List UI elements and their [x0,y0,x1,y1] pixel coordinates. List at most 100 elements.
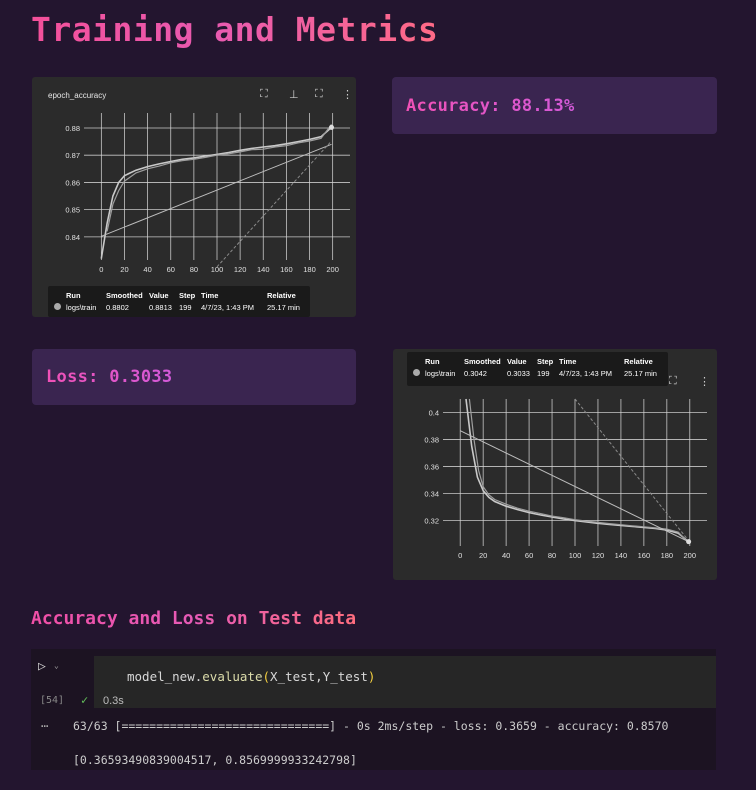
code-editor[interactable] [94,656,716,708]
pin-icon[interactable]: ⊥ [289,89,299,101]
y-tick-label: 0.88 [65,124,80,133]
loss-line-chart: 0 20 40 60 80 100 120 140 160 180 200 0.32 0.34 0.36 0… [424,398,707,560]
tooltip-header-relative: Relative [624,357,653,366]
tooltip-header-time: Time [559,357,577,366]
y-tick-label: 0.32 [424,516,439,525]
code-args: X_test,Y_test [270,669,368,684]
code-paren-open: ( [262,669,271,684]
tooltip-header-run: Run [66,291,81,300]
tooltip-header-value: Value [507,357,527,366]
tooltip-header-smoothed: Smoothed [106,291,143,300]
tooltip-relative: 25.17 min [624,369,657,378]
tooltip-run: logs\train [425,369,456,378]
execution-count: [54] [40,695,65,706]
y-tick-label: 0.4 [429,408,439,417]
execution-time: 0.3s [103,695,124,707]
x-tick-label: 120 [234,265,247,274]
code-line[interactable]: model_new.evaluate(X_test,Y_test) [127,669,375,684]
series-line [216,140,332,268]
x-tick-label: 0 [458,551,462,560]
run-color-dot [413,369,420,376]
tooltip-header-smoothed: Smoothed [464,357,501,366]
accuracy-chart-title: epoch_accuracy [48,91,107,100]
x-tick-label: 140 [257,265,270,274]
tooltip-relative: 25.17 min [267,303,300,312]
tooltip-value: 0.8813 [149,303,172,312]
tooltip-header-step: Step [179,291,196,300]
x-tick-label: 200 [684,551,697,560]
series-line [574,398,689,541]
x-tick-label: 180 [661,551,674,560]
series-line [465,398,690,543]
y-tick-label: 0.87 [65,151,80,160]
series-line [101,143,332,237]
tooltip-run: logs\train [66,303,97,312]
y-tick-label: 0.34 [424,489,439,498]
tooltip-step: 199 [179,303,192,312]
x-tick-label: 60 [167,265,175,274]
tooltip-header-relative: Relative [267,291,296,300]
notebook-cell[interactable]: ▷ ⌄ [54] model_new.evaluate(X_test,Y_tes… [31,649,716,770]
x-tick-label: 40 [143,265,151,274]
fit-domain-icon[interactable]: ⛶ [260,88,268,100]
run-cell-icon[interactable]: ▷ [38,659,46,674]
more-vert-icon[interactable]: ⋮ [699,376,710,388]
loss-chart-panel: ⛶ ⋮ 0 20 40 60 80 100 120 140 160 180 200 0.32 0.34 0… [393,349,717,580]
tooltip-header-step: Step [537,357,554,366]
x-tick-label: 160 [638,551,651,560]
tooltip-time: 4/7/23, 1:43 PM [559,369,612,378]
loss-tooltip: Run Smoothed Value Step Time Relative lo… [407,352,668,386]
x-tick-label: 40 [502,551,510,560]
more-horizontal-icon[interactable]: ⋯ [41,719,49,733]
accuracy-chart-panel: epoch_accuracy ⛶ ⊥ ⛶ ⋮ 0 20 40 60 80 100 120 14… [32,77,356,317]
accuracy-metric-box: Accuracy: 88.13% [392,77,717,134]
x-tick-label: 20 [479,551,487,560]
y-tick-label: 0.84 [65,233,80,242]
x-tick-label: 0 [99,265,103,274]
series-line [468,398,690,544]
tooltip-smoothed: 0.3042 [464,369,487,378]
series-line [459,430,689,543]
accuracy-line-chart: 0 20 40 60 80 100 120 140 160 180 200 0.84 0.85 0.86 0… [65,113,350,274]
x-tick-label: 200 [326,265,339,274]
chevron-down-icon[interactable]: ⌄ [54,661,59,670]
x-tick-label: 140 [615,551,628,560]
output-result-line: [0.36593490839004517, 0.8569999933242798… [73,753,357,767]
x-tick-label: 20 [120,265,128,274]
series-line [106,124,332,232]
run-color-dot [54,303,61,310]
y-tick-label: 0.38 [424,435,439,444]
loss-metric-box: Loss: 0.3033 [32,349,356,405]
code-object: model_new. [127,669,203,684]
tooltip-value: 0.3033 [507,369,530,378]
more-vert-icon[interactable]: ⋮ [342,89,353,101]
output-progress-line: 63/63 [==============================] -… [73,719,669,733]
code-function: evaluate [202,669,263,684]
x-tick-label: 100 [569,551,582,560]
y-tick-label: 0.85 [65,206,80,215]
x-tick-label: 100 [211,265,224,274]
check-icon: ✓ [81,693,89,707]
tooltip-header-value: Value [149,291,169,300]
tooltip-header-run: Run [425,357,440,366]
tooltip-smoothed: 0.8802 [106,303,129,312]
section-heading: Accuracy and Loss on Test data [31,608,357,629]
fullscreen-icon[interactable]: ⛶ [315,88,323,100]
accuracy-tooltip: Run Smoothed Value Step Time Relative lo… [48,286,310,317]
tooltip-header-time: Time [201,291,219,300]
code-paren-close: ) [367,669,376,684]
x-tick-label: 160 [280,265,293,274]
data-point [328,124,334,130]
x-tick-label: 120 [592,551,605,560]
x-tick-label: 80 [548,551,556,560]
accuracy-metric-text: Accuracy: 88.13% [406,95,575,116]
x-tick-label: 180 [303,265,316,274]
y-tick-label: 0.36 [424,462,439,471]
page-title: Training and Metrics [31,10,439,49]
tooltip-time: 4/7/23, 1:43 PM [201,303,254,312]
y-tick-label: 0.86 [65,178,80,187]
series-line [100,126,333,259]
loss-metric-text: Loss: 0.3033 [46,367,173,387]
fullscreen-icon[interactable]: ⛶ [669,375,677,387]
x-tick-label: 80 [190,265,198,274]
